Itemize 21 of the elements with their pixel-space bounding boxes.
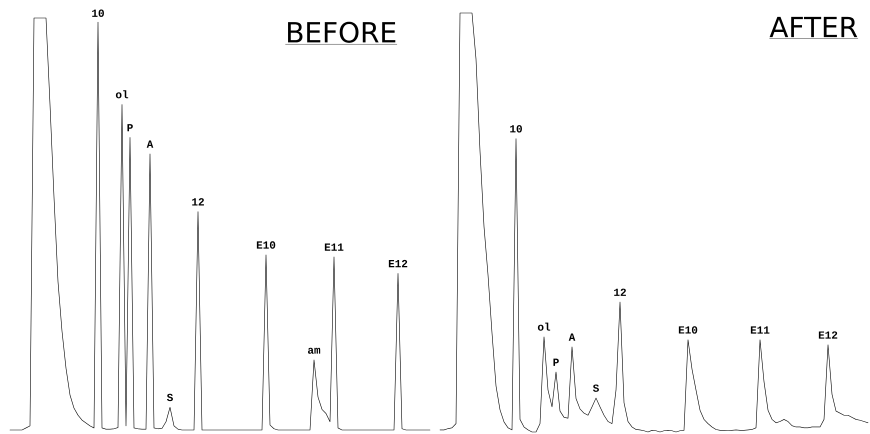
annotation: E11 (324, 244, 344, 251)
chart-title: AFTER (770, 16, 858, 38)
annotation: 10 (92, 10, 104, 17)
annotation: P (127, 124, 133, 132)
annotation: S (592, 384, 599, 392)
annotation: E12 (818, 331, 838, 339)
annotation: E12 (388, 260, 408, 268)
annotation: S (166, 394, 173, 402)
annotation: E10 (678, 326, 698, 334)
annotation: 10 (510, 125, 522, 133)
annotation: E10 (256, 241, 276, 249)
annotation: ol (116, 90, 128, 98)
chart-title: BEFORE (288, 22, 396, 43)
annotation: E11 (750, 326, 770, 334)
annotation: ol (538, 322, 550, 331)
annotation: 12 (192, 198, 204, 206)
annotation: P (553, 358, 559, 366)
annotation: A (568, 334, 576, 341)
annotation: A (146, 140, 154, 148)
annotation: 12 (614, 288, 626, 296)
annotation: am (308, 348, 320, 354)
